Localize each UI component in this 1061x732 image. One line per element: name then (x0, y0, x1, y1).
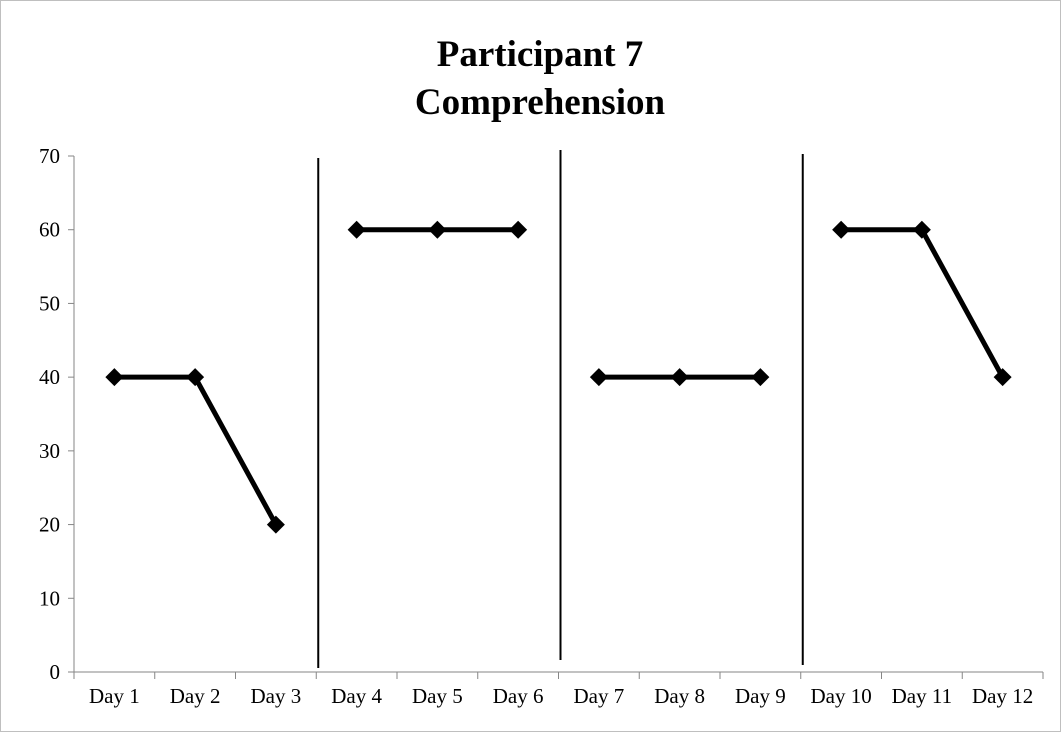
y-tick-label: 0 (50, 660, 61, 684)
data-point-marker (428, 220, 447, 239)
series-line-segment (841, 227, 1005, 379)
x-tick-label: Day 4 (331, 684, 382, 708)
data-point-marker (993, 368, 1012, 387)
x-tick-label: Day 5 (412, 684, 463, 708)
y-tick-label: 10 (39, 586, 60, 610)
y-tick-label: 50 (39, 291, 60, 315)
data-point-marker (670, 368, 689, 387)
series-lines (114, 227, 1005, 526)
y-tick-label: 20 (39, 513, 60, 537)
data-markers (105, 220, 1012, 534)
data-point-marker (509, 220, 528, 239)
series-line-segment (114, 374, 279, 526)
x-tick-label: Day 8 (654, 684, 705, 708)
y-tick-label: 30 (39, 439, 60, 463)
chart-title-line-2: Comprehension (415, 82, 666, 123)
chart-title-line-1: Participant 7 (437, 34, 644, 75)
y-tick-label: 70 (39, 144, 60, 168)
data-point-marker (912, 220, 931, 239)
x-tick-label: Day 11 (892, 684, 952, 708)
x-tick-label: Day 9 (735, 684, 786, 708)
x-tick-label: Day 12 (972, 684, 1033, 708)
data-point-marker (832, 220, 851, 239)
y-tick-label: 60 (39, 218, 60, 242)
data-point-marker (751, 368, 770, 387)
data-point-marker (186, 368, 205, 387)
y-tick-label: 40 (39, 365, 60, 389)
data-point-marker (347, 220, 366, 239)
data-point-marker (105, 368, 124, 387)
data-point-marker (589, 368, 608, 387)
phase-lines (317, 150, 804, 668)
x-tick-label: Day 7 (574, 684, 625, 708)
x-tick-label: Day 10 (811, 684, 872, 708)
x-tick-label: Day 1 (89, 684, 140, 708)
x-tick-label: Day 2 (170, 684, 221, 708)
axes: 0 10 20 30 40 50 60 70 Day 1 Day 2 Day 3 Day 4 Day 5… (39, 144, 1044, 708)
x-tick-label: Day 3 (251, 684, 302, 708)
x-tick-label: Day 6 (493, 684, 544, 708)
data-point-marker (266, 515, 285, 534)
